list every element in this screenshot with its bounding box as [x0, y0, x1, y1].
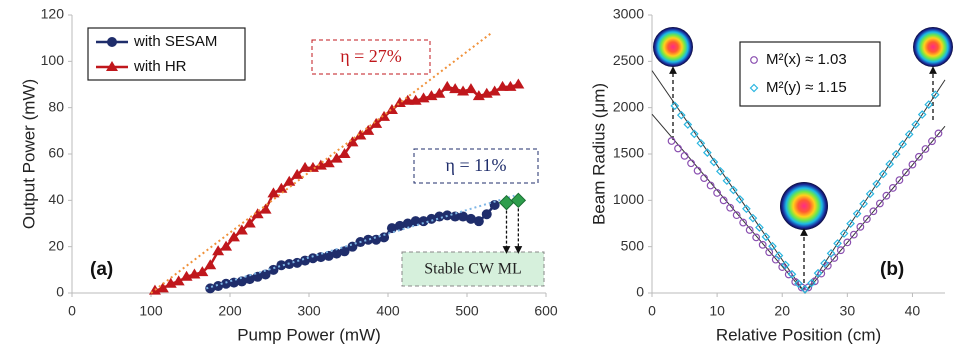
y-tick-label: 100 — [41, 52, 65, 68]
x-tick-label: 20 — [774, 303, 790, 319]
y-tick-label: 0 — [56, 284, 64, 300]
x-tick-label: 200 — [218, 303, 242, 319]
marker — [753, 234, 760, 241]
legend-label: M²(x) ≈ 1.03 — [766, 51, 847, 68]
x-tick-label: 0 — [68, 303, 76, 319]
x-tick-label: 0 — [648, 303, 656, 319]
marker — [465, 83, 477, 93]
marker — [759, 242, 766, 249]
y-tick-label: 2000 — [613, 98, 644, 114]
legend-label: with HR — [133, 58, 187, 75]
legend-label: with SESAM — [133, 33, 217, 50]
legend-label: M²(y) ≈ 1.15 — [766, 79, 847, 96]
y-tick-label: 60 — [48, 145, 64, 161]
x-tick-label: 100 — [139, 303, 163, 319]
marker — [107, 37, 117, 47]
marker — [512, 79, 524, 89]
marker — [668, 138, 675, 145]
x-tick-label: 30 — [840, 303, 856, 319]
y-tick-label: 1500 — [613, 145, 644, 161]
x-tick-label: 400 — [376, 303, 400, 319]
x-tick-label: 40 — [905, 303, 921, 319]
marker — [766, 249, 773, 256]
x-tick-label: 500 — [455, 303, 479, 319]
x-tick-label: 600 — [534, 303, 558, 319]
marker — [500, 196, 514, 210]
x-axis-title: Relative Position (cm) — [716, 325, 881, 344]
marker — [260, 204, 272, 214]
panel-label: (a) — [90, 259, 113, 280]
y-tick-label: 0 — [636, 284, 644, 300]
y-tick-label: 40 — [48, 191, 64, 207]
x-axis-title: Pump Power (mW) — [237, 325, 381, 344]
marker — [474, 216, 484, 226]
y-tick-label: 1000 — [613, 191, 644, 207]
beam-profile — [913, 27, 953, 67]
y-axis-title: Beam Radius (μm) — [589, 83, 608, 225]
x-tick-label: 10 — [709, 303, 725, 319]
beam-profile — [653, 27, 693, 67]
marker — [681, 153, 688, 160]
efficiency-label: η = 11% — [446, 155, 507, 175]
y-tick-label: 20 — [48, 237, 64, 253]
marker — [482, 209, 492, 219]
efficiency-label: η = 27% — [340, 46, 402, 66]
marker — [204, 259, 216, 269]
y-tick-label: 80 — [48, 98, 64, 114]
y-axis-title: Output Power (mW) — [19, 79, 38, 229]
beam-profile — [780, 182, 828, 230]
y-tick-label: 2500 — [613, 52, 644, 68]
y-tick-label: 120 — [41, 6, 65, 22]
panel-label: (b) — [880, 259, 904, 280]
mode-label: Stable CW ML — [424, 261, 521, 278]
x-tick-label: 300 — [297, 303, 321, 319]
y-tick-label: 3000 — [613, 6, 644, 22]
figure: 0100200300400500600020406080100120Pump P… — [0, 0, 959, 352]
marker — [675, 145, 682, 152]
y-tick-label: 500 — [621, 237, 645, 253]
